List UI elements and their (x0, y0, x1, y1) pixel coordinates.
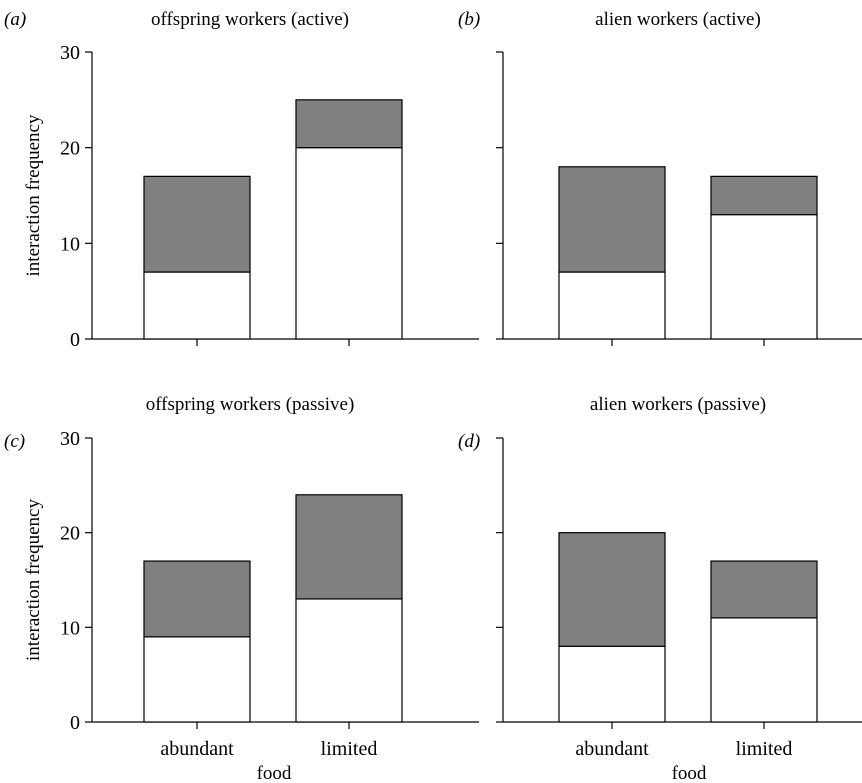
bar-segment (295, 598, 403, 723)
y-tick-label: 0 (70, 712, 80, 734)
panel-title: alien workers (active) (595, 9, 761, 30)
y-tick-label: 10 (60, 233, 80, 255)
bar-segment (710, 214, 818, 340)
y-tick-label: 30 (60, 428, 80, 450)
x-category-label: limited (736, 738, 793, 760)
panel-label: (b) (458, 9, 480, 30)
bar-segment (710, 617, 818, 723)
panel-label: (d) (458, 431, 480, 452)
y-tick-label: 30 (60, 42, 80, 64)
bar-segment (295, 99, 403, 149)
bar-segment (295, 494, 403, 600)
y-axis-label: interaction frequency (23, 114, 44, 276)
bar-segment (558, 645, 666, 723)
x-category-label: limited (321, 738, 378, 760)
y-tick-label: 20 (60, 523, 80, 545)
y-axis-label: interaction frequency (23, 499, 44, 661)
bar-segment (558, 166, 666, 273)
panel-title: offspring workers (active) (151, 9, 349, 30)
x-category-label: abundant (160, 738, 234, 760)
x-category-label: abundant (575, 738, 649, 760)
bar-segment (710, 175, 818, 216)
panel-label: (c) (4, 431, 25, 452)
x-axis-label: food (672, 763, 707, 783)
panel-title: offspring workers (passive) (146, 394, 355, 415)
bar-segment (143, 271, 251, 340)
bar-segment (295, 147, 403, 340)
bar-segment (143, 636, 251, 723)
x-axis-label: food (257, 763, 292, 783)
bar-segment (143, 560, 251, 638)
bar-segment (558, 271, 666, 340)
y-tick-label: 10 (60, 617, 80, 639)
bar-segment (558, 532, 666, 647)
y-tick-label: 20 (60, 138, 80, 160)
y-tick-label: 0 (70, 329, 80, 351)
panel-label: (a) (4, 9, 26, 30)
panel-title: alien workers (passive) (590, 394, 766, 415)
bar-segment (710, 560, 818, 619)
bar-segment (143, 175, 251, 273)
